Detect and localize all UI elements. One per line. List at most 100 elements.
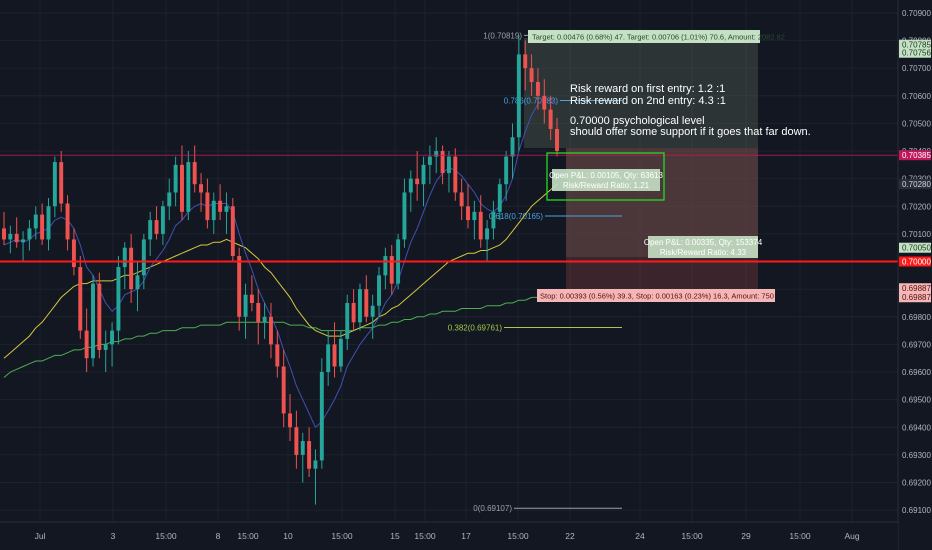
candle-body (14, 233, 19, 243)
fib-level-label: 0.618(0.70165) (489, 212, 544, 221)
price-tag-background (899, 150, 931, 161)
candle-body (97, 283, 102, 350)
candle-body (78, 267, 83, 331)
candle-body (71, 239, 76, 268)
candle-body (338, 338, 343, 367)
time-tick-label: 15:00 (681, 531, 703, 541)
price-tag-background (899, 179, 931, 190)
position-box-1-pnl: Open P&L: 0.00105, Qty: 63613 (549, 171, 663, 180)
note-risk-reward-1: Risk reward on first entry: 1.2 :1 (570, 83, 725, 95)
price-tag-background (899, 39, 931, 50)
price-tick-label: 0.69600 (902, 368, 931, 377)
candle-body (402, 192, 407, 240)
price-tag-label: 0.70000 (902, 258, 931, 267)
price-tick-label: 0.70200 (902, 202, 931, 211)
price-tag-label: 0.70280 (902, 180, 931, 189)
profit-zone-wide (566, 38, 758, 257)
horizontal-levels (0, 154, 898, 263)
candle-body (173, 164, 178, 193)
candle-body (243, 294, 248, 317)
price-tick-label: 0.69700 (902, 340, 931, 349)
candle-body (262, 316, 267, 323)
price-axis[interactable]: 0.709000.708000.707000.706000.705000.704… (897, 0, 932, 550)
candle-body (256, 302, 261, 323)
stop-label: Stop: 0.00393 (0.56%) 39.3, Stop: 0.0016… (540, 292, 774, 301)
candle-body (167, 192, 172, 207)
candle-body (542, 95, 547, 110)
time-tick-label: 15:00 (507, 531, 529, 541)
candle-body (65, 203, 70, 240)
price-tag-background (899, 47, 931, 58)
note-support: should offer some support if it goes tha… (570, 126, 811, 138)
candle-body (370, 305, 375, 317)
candle-body (33, 214, 38, 229)
note-psych-level: 0.70000 psychological level (570, 115, 705, 127)
candle-body (357, 289, 362, 323)
position-box-1-frame (546, 152, 665, 201)
candle-body (275, 344, 280, 367)
candle-body (249, 294, 254, 303)
profit-zone-entry (524, 38, 566, 148)
candle-body (8, 233, 13, 240)
candle-body (383, 256, 388, 276)
candle-body (319, 372, 324, 461)
time-tick-label: 15:00 (237, 531, 259, 541)
fast-moving-average (3, 98, 558, 429)
candle-body (313, 460, 318, 469)
price-tag-label: 0.70385 (902, 151, 931, 160)
time-tick-label: 17 (461, 531, 471, 541)
stop-label-bg (537, 289, 775, 302)
price-tag-label: 0.69887 (902, 293, 931, 302)
price-tag-label: 0.70785 (902, 41, 931, 50)
time-tick-label: 15:00 (414, 531, 436, 541)
candle-body (180, 164, 184, 212)
candle-body (434, 151, 439, 157)
candle-body (40, 214, 45, 240)
candle-body (415, 178, 420, 185)
candle-body (103, 344, 108, 350)
price-tick-label: 0.69200 (902, 479, 931, 488)
time-tick-label: 29 (741, 531, 751, 541)
position-box-1-bg (552, 169, 660, 191)
candle-body (459, 192, 464, 207)
candle-body (440, 151, 445, 174)
price-tick-label: 0.69300 (902, 451, 931, 460)
candle-body (205, 192, 210, 221)
candle-body (160, 206, 165, 234)
candlestick-series (2, 35, 559, 505)
candle-body (504, 156, 509, 185)
price-tag-label: 0.70756 (902, 49, 931, 58)
trade-overlays: Target: 0.00476 (0.68%) 47. Target: 0.00… (528, 30, 811, 302)
candle-body (466, 206, 470, 221)
price-tag-background (899, 283, 931, 294)
position-box-1-ratio: Risk/Reward Ratio: 1.21 (563, 181, 650, 190)
price-tick-label: 0.70700 (902, 64, 931, 73)
candle-body (2, 228, 6, 240)
candle-body (491, 211, 496, 229)
candle-body (268, 316, 273, 345)
candle-body (110, 330, 115, 345)
candle-body (332, 344, 337, 367)
price-tick-label: 0.70600 (902, 92, 931, 101)
candle-body (446, 156, 451, 174)
candle-body (27, 228, 32, 240)
candle-body (46, 206, 51, 240)
time-tick-label: 15:00 (155, 531, 177, 541)
price-tag-background (899, 242, 931, 253)
candle-body (281, 366, 286, 414)
candle-body (218, 200, 223, 212)
time-axis-background (0, 522, 898, 550)
fib-level-label: 0.786(0.70583) (504, 97, 559, 106)
fib-level-label: 0.382(0.69761) (448, 324, 503, 333)
candle-body (516, 54, 521, 138)
time-tick-label: 15 (390, 531, 400, 541)
price-tick-label: 0.69400 (902, 423, 931, 432)
candle-body (237, 256, 242, 317)
time-tick-label: 24 (635, 531, 645, 541)
price-tick-label: 0.69500 (902, 396, 931, 405)
time-tick-label: 15:00 (331, 531, 353, 541)
candle-body (129, 247, 134, 290)
price-tick-label: 0.69800 (902, 313, 931, 322)
time-axis[interactable]: Jul 3 15:00 8 15:00 10 15:00 15 15:00 17 15:00 22 24… (0, 521, 898, 550)
